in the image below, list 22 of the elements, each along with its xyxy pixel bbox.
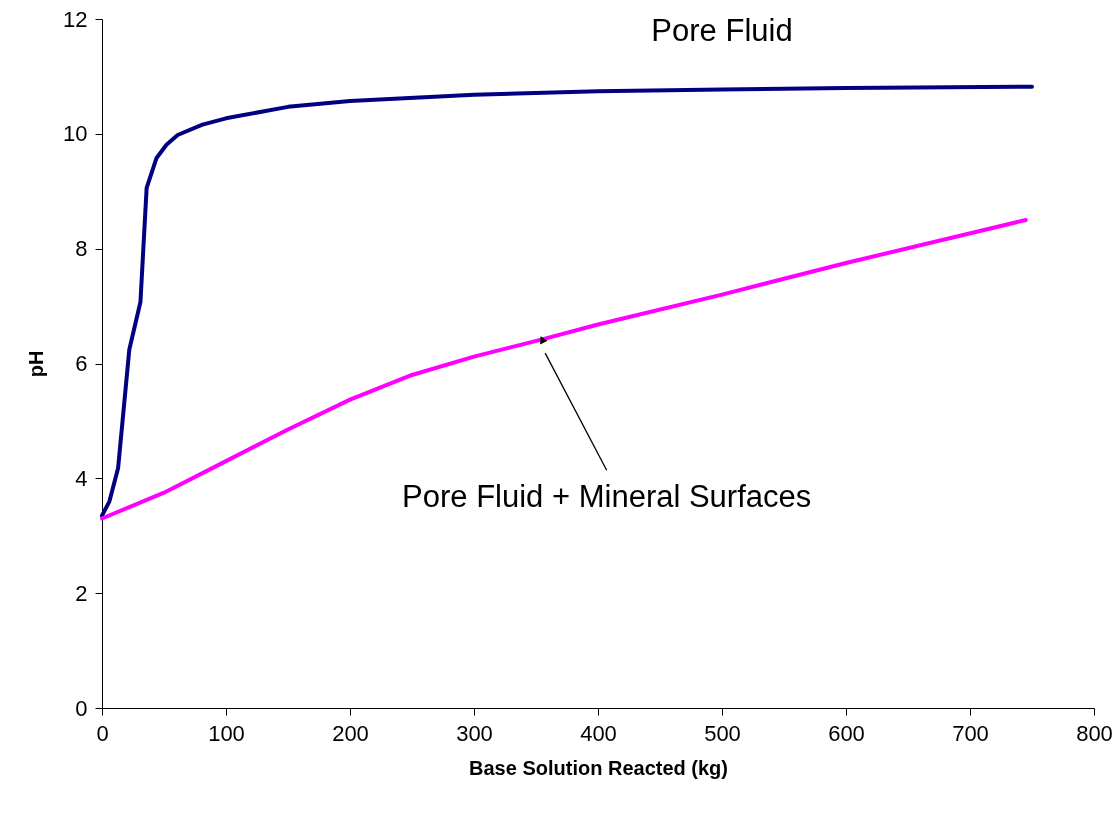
y-tick-label: 2 xyxy=(75,580,88,606)
y-tick-label: 6 xyxy=(75,351,88,376)
x-tick-label: 500 xyxy=(704,720,741,746)
x-tick-label: 800 xyxy=(1076,720,1113,746)
y-tick-label: 10 xyxy=(63,121,88,147)
text: Pore Fluid + Mineral Surfaces xyxy=(402,479,812,515)
x-tick-label: 0 xyxy=(96,720,109,746)
y-tick-label: 12 xyxy=(63,6,88,32)
line-series xyxy=(100,84,1034,518)
x-axis-title: Base Solution Reacted (kg) xyxy=(469,756,728,779)
y-axis-title: pH xyxy=(25,350,48,378)
x-tick-label: 600 xyxy=(828,720,865,746)
x-tick-label: 200 xyxy=(332,720,369,746)
x-tick-label: 100 xyxy=(208,720,245,746)
x-tick-label: 700 xyxy=(952,720,989,746)
y-tick-label: 0 xyxy=(75,695,88,721)
line-series xyxy=(100,217,1028,521)
series-label: Pore Fluid xyxy=(651,12,793,48)
x-tick-label: 400 xyxy=(580,720,617,746)
y-tick-label: 8 xyxy=(75,236,88,262)
x-tick-label: 300 xyxy=(456,720,493,746)
y-tick-label: 4 xyxy=(75,465,88,491)
